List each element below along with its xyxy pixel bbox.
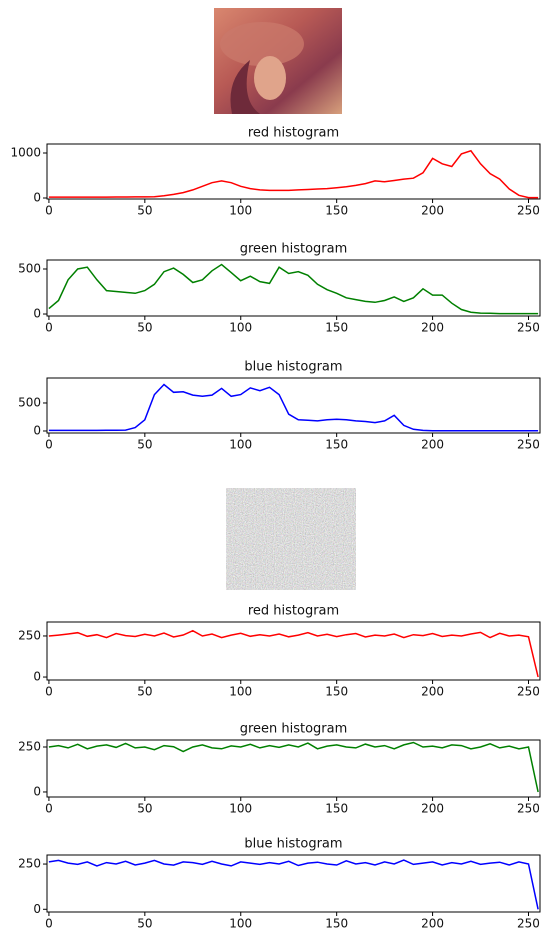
x-tick-label: 250 xyxy=(517,802,540,816)
x-tick-label: 250 xyxy=(517,917,540,930)
y-tick-label: 0 xyxy=(33,784,41,798)
chart-title: red histogram xyxy=(248,604,339,619)
photo xyxy=(214,8,342,114)
x-tick-label: 250 xyxy=(517,685,540,699)
y-tick-label: 0 xyxy=(33,191,41,205)
x-tick-label: 0 xyxy=(45,204,53,218)
histogram-line xyxy=(48,629,539,678)
x-tick-label: 100 xyxy=(229,204,252,218)
x-tick-label: 50 xyxy=(137,438,152,452)
chart-title: green histogram xyxy=(240,242,348,257)
x-tick-label: 100 xyxy=(229,438,252,452)
x-tick-label: 200 xyxy=(421,685,444,699)
x-tick-label: 150 xyxy=(325,917,348,930)
x-tick-label: 250 xyxy=(517,438,540,452)
x-tick-label: 150 xyxy=(325,802,348,816)
chart-title: green histogram xyxy=(240,722,348,737)
x-tick-label: 50 xyxy=(137,802,152,816)
chart-title: red histogram xyxy=(248,126,339,141)
y-tick-label: 0 xyxy=(33,902,41,916)
x-tick-label: 200 xyxy=(421,438,444,452)
y-tick-label: 250 xyxy=(18,857,41,871)
x-tick-label: 50 xyxy=(137,685,152,699)
histogram-line xyxy=(48,149,539,199)
y-tick-label: 0 xyxy=(33,423,41,437)
x-tick-label: 200 xyxy=(421,917,444,930)
y-tick-label: 0 xyxy=(33,307,41,321)
x-tick-label: 250 xyxy=(517,204,540,218)
histogram-line xyxy=(48,741,539,793)
plot-frame xyxy=(46,621,541,681)
x-tick-label: 50 xyxy=(137,321,152,335)
y-tick-label: 500 xyxy=(18,395,41,409)
x-tick-label: 200 xyxy=(421,204,444,218)
x-tick-label: 100 xyxy=(229,321,252,335)
plot-frame xyxy=(46,854,541,913)
x-tick-label: 150 xyxy=(325,685,348,699)
x-tick-label: 0 xyxy=(45,685,53,699)
plot-frame xyxy=(46,143,541,200)
x-tick-label: 250 xyxy=(517,321,540,335)
x-tick-label: 150 xyxy=(325,438,348,452)
y-tick-label: 250 xyxy=(18,628,41,642)
x-tick-label: 50 xyxy=(137,917,152,930)
x-tick-label: 0 xyxy=(45,917,53,930)
x-tick-label: 0 xyxy=(45,438,53,452)
x-tick-label: 100 xyxy=(229,917,252,930)
y-tick-label: 0 xyxy=(33,670,41,684)
histogram-line xyxy=(48,859,539,910)
x-tick-label: 150 xyxy=(325,321,348,335)
x-tick-label: 100 xyxy=(229,685,252,699)
x-tick-label: 50 xyxy=(137,204,152,218)
x-tick-label: 100 xyxy=(229,802,252,816)
plot-frame xyxy=(46,739,541,798)
y-tick-label: 500 xyxy=(18,262,41,276)
noise-image xyxy=(226,488,356,590)
x-tick-label: 150 xyxy=(325,204,348,218)
x-tick-label: 0 xyxy=(45,321,53,335)
histogram-line xyxy=(48,383,539,432)
plot-frame xyxy=(46,377,541,434)
x-tick-label: 200 xyxy=(421,802,444,816)
y-tick-label: 1000 xyxy=(10,146,41,160)
x-tick-label: 200 xyxy=(421,321,444,335)
plot-frame xyxy=(46,259,541,317)
histogram-line xyxy=(48,263,539,315)
chart-title: blue histogram xyxy=(244,360,342,375)
y-tick-label: 250 xyxy=(18,740,41,754)
chart-title: blue histogram xyxy=(244,837,342,852)
x-tick-label: 0 xyxy=(45,802,53,816)
